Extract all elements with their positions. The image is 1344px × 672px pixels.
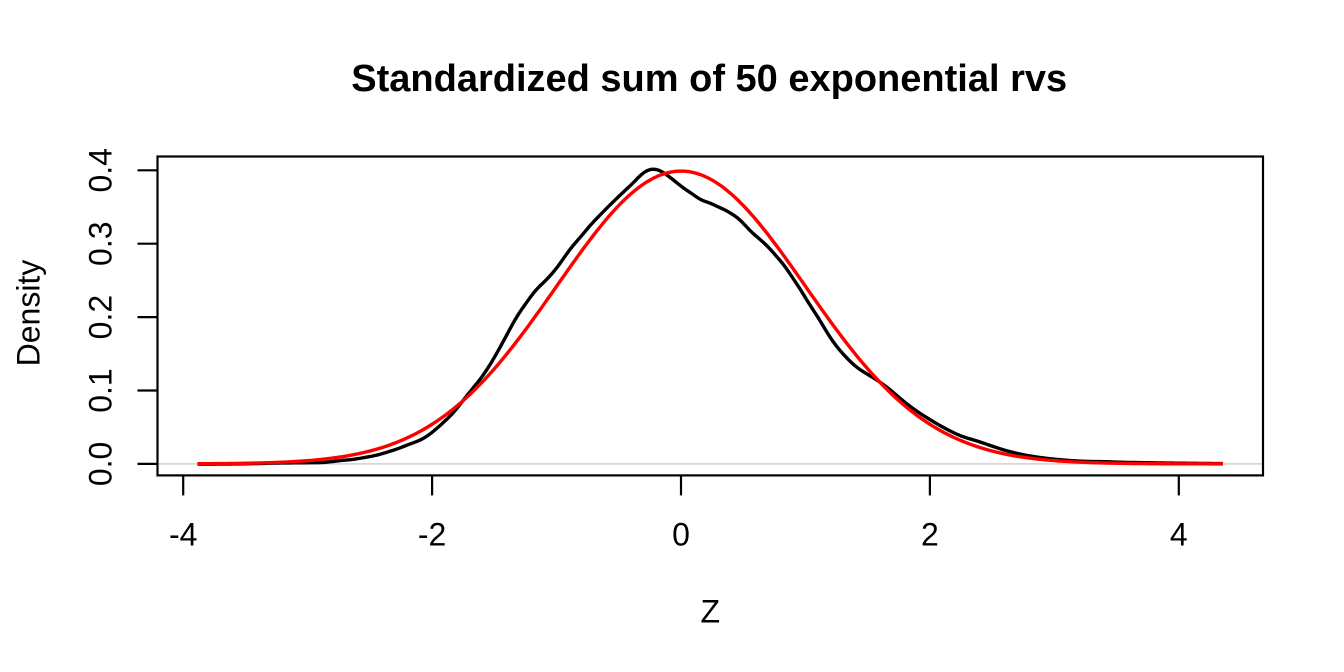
svg-text:0: 0 <box>672 517 690 553</box>
svg-text:0.3: 0.3 <box>83 221 119 265</box>
svg-text:0.0: 0.0 <box>83 442 119 486</box>
svg-text:Density: Density <box>11 260 47 367</box>
svg-text:0.4: 0.4 <box>83 148 119 192</box>
svg-text:Z: Z <box>700 593 720 629</box>
svg-text:0.2: 0.2 <box>83 295 119 339</box>
svg-text:-4: -4 <box>169 517 197 553</box>
svg-text:-2: -2 <box>418 517 446 553</box>
svg-text:2: 2 <box>921 517 939 553</box>
svg-text:Standardized sum of 50 exponen: Standardized sum of 50 exponential rvs <box>351 58 1067 100</box>
svg-text:4: 4 <box>1170 517 1188 553</box>
svg-text:0.1: 0.1 <box>83 368 119 412</box>
